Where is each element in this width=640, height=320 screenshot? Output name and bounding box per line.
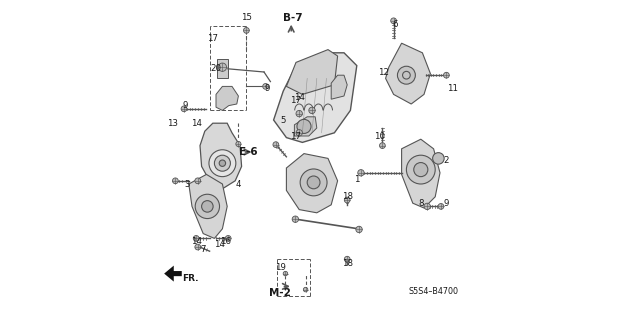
Circle shape bbox=[307, 176, 320, 189]
Circle shape bbox=[344, 197, 350, 203]
Circle shape bbox=[219, 160, 226, 166]
Text: FR.: FR. bbox=[182, 274, 198, 283]
Text: 16: 16 bbox=[220, 237, 231, 246]
Text: 11: 11 bbox=[447, 84, 458, 92]
Circle shape bbox=[236, 141, 241, 147]
Circle shape bbox=[195, 178, 201, 184]
Text: 4: 4 bbox=[236, 180, 241, 188]
Circle shape bbox=[292, 216, 298, 222]
Circle shape bbox=[173, 178, 178, 184]
Circle shape bbox=[218, 63, 227, 71]
Polygon shape bbox=[200, 123, 242, 189]
Polygon shape bbox=[287, 154, 338, 213]
Text: 14: 14 bbox=[191, 237, 202, 246]
Circle shape bbox=[297, 119, 311, 133]
Circle shape bbox=[296, 110, 302, 117]
Circle shape bbox=[433, 153, 444, 164]
Text: 14: 14 bbox=[214, 240, 225, 249]
Circle shape bbox=[438, 204, 444, 209]
Text: 9: 9 bbox=[444, 199, 449, 208]
Polygon shape bbox=[332, 75, 347, 99]
Circle shape bbox=[444, 72, 449, 78]
Circle shape bbox=[202, 201, 213, 212]
Polygon shape bbox=[274, 53, 357, 142]
Circle shape bbox=[296, 130, 302, 136]
Text: 19: 19 bbox=[275, 263, 285, 272]
Circle shape bbox=[300, 169, 327, 196]
Circle shape bbox=[225, 236, 231, 241]
Circle shape bbox=[344, 256, 350, 262]
Circle shape bbox=[193, 236, 199, 241]
Polygon shape bbox=[217, 59, 228, 78]
Circle shape bbox=[243, 28, 250, 33]
Text: 1: 1 bbox=[354, 175, 360, 184]
Text: 17: 17 bbox=[291, 132, 301, 140]
Polygon shape bbox=[385, 43, 430, 104]
Text: 12: 12 bbox=[378, 68, 390, 76]
Text: 5: 5 bbox=[280, 116, 286, 124]
Text: 17: 17 bbox=[207, 34, 218, 43]
Text: 9: 9 bbox=[264, 84, 270, 92]
Circle shape bbox=[356, 226, 362, 233]
Circle shape bbox=[214, 155, 230, 171]
Circle shape bbox=[283, 271, 288, 276]
Text: M-2: M-2 bbox=[269, 288, 291, 298]
Circle shape bbox=[181, 106, 187, 112]
Circle shape bbox=[380, 143, 385, 148]
Text: 18: 18 bbox=[342, 192, 353, 201]
Circle shape bbox=[397, 66, 415, 84]
Text: 8: 8 bbox=[418, 199, 424, 208]
Text: 9: 9 bbox=[183, 101, 188, 110]
Text: 15: 15 bbox=[241, 13, 252, 22]
Circle shape bbox=[406, 155, 435, 184]
Text: 17: 17 bbox=[291, 96, 301, 105]
Circle shape bbox=[263, 84, 269, 89]
Circle shape bbox=[209, 150, 236, 177]
Text: E-6: E-6 bbox=[239, 147, 257, 157]
Circle shape bbox=[273, 142, 279, 148]
Text: 13: 13 bbox=[167, 119, 179, 128]
Circle shape bbox=[413, 163, 428, 177]
Text: 14: 14 bbox=[294, 93, 305, 102]
Text: 14: 14 bbox=[191, 119, 202, 128]
Polygon shape bbox=[402, 139, 440, 208]
Text: 3: 3 bbox=[184, 180, 190, 188]
Circle shape bbox=[303, 287, 308, 292]
Text: B-7: B-7 bbox=[283, 12, 303, 23]
Polygon shape bbox=[216, 86, 239, 110]
Text: 6: 6 bbox=[392, 20, 398, 28]
Circle shape bbox=[358, 170, 364, 176]
Polygon shape bbox=[294, 117, 317, 136]
Text: 18: 18 bbox=[342, 260, 353, 268]
Circle shape bbox=[195, 194, 220, 219]
Text: 7: 7 bbox=[200, 245, 206, 254]
Text: 20: 20 bbox=[211, 64, 221, 73]
Circle shape bbox=[390, 18, 397, 24]
Polygon shape bbox=[164, 266, 182, 282]
Polygon shape bbox=[287, 50, 338, 94]
Polygon shape bbox=[189, 174, 227, 238]
Circle shape bbox=[424, 203, 430, 210]
Circle shape bbox=[195, 244, 201, 250]
Text: S5S4–B4700: S5S4–B4700 bbox=[408, 287, 459, 296]
Circle shape bbox=[309, 107, 315, 114]
Text: 2: 2 bbox=[444, 156, 449, 164]
Text: 10: 10 bbox=[374, 132, 385, 140]
